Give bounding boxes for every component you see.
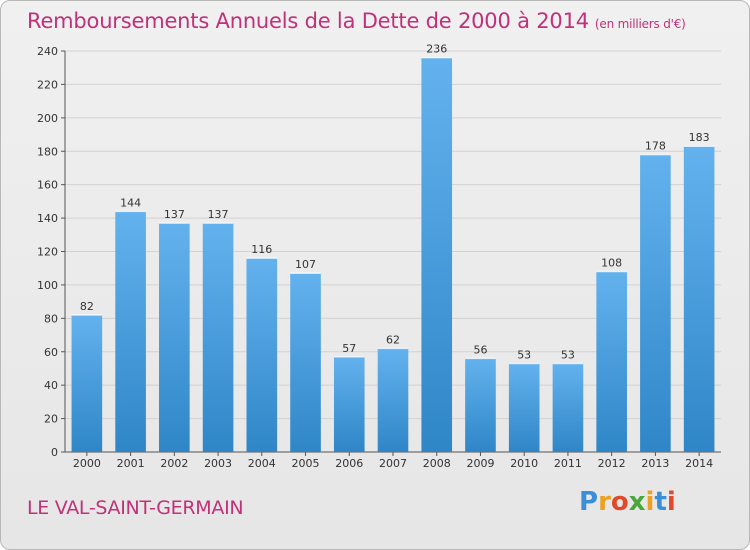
bar-2013	[640, 154, 671, 452]
bar-2001	[115, 211, 146, 452]
y-tick-label: 240	[37, 45, 58, 58]
bar-value-label: 56	[473, 343, 487, 356]
x-tick-label: 2011	[554, 457, 582, 470]
x-tick-label: 2000	[73, 457, 101, 470]
bar-value-label: 236	[426, 43, 447, 56]
bar-value-label: 183	[689, 131, 710, 144]
bar-2010	[508, 363, 540, 452]
y-tick-label: 20	[44, 413, 58, 426]
bar-2007	[377, 348, 409, 452]
logo-letter: i	[645, 487, 655, 517]
bar-2003	[202, 223, 234, 452]
bar-2011	[552, 363, 584, 452]
bar-value-label: 144	[120, 196, 141, 209]
y-tick-label: 0	[51, 446, 58, 459]
y-tick-label: 80	[44, 312, 58, 325]
chart-subtitle: (en milliers d'€)	[594, 17, 686, 31]
x-tick-label: 2007	[379, 457, 407, 470]
proxiti-logo: Proxiti	[579, 487, 676, 517]
bar-2012	[596, 271, 627, 452]
y-tick-label: 140	[37, 212, 58, 225]
x-tick-label: 2009	[466, 457, 494, 470]
x-tick-label: 2014	[685, 457, 713, 470]
bar-value-label: 53	[561, 348, 575, 361]
x-tick-label: 2003	[204, 457, 232, 470]
bar-2005	[290, 273, 321, 452]
y-tick-label: 180	[37, 145, 58, 158]
chart-title: Remboursements Annuels de la Dette de 20…	[27, 9, 686, 33]
y-tick-label: 40	[44, 379, 58, 392]
y-tick-label: 220	[37, 78, 58, 91]
bar-value-label: 107	[295, 258, 316, 271]
bar-value-label: 137	[208, 208, 229, 221]
bar-value-label: 137	[164, 208, 185, 221]
y-tick-label: 160	[37, 179, 58, 192]
bar-value-label: 108	[601, 257, 622, 270]
x-tick-label: 2001	[117, 457, 145, 470]
chart-title-text: Remboursements Annuels de la Dette de 20…	[27, 9, 589, 33]
bar-2006	[333, 356, 365, 452]
bar-2002	[159, 223, 190, 452]
bar-value-label: 116	[251, 243, 272, 256]
bar-2004	[246, 258, 278, 452]
x-tick-label: 2002	[160, 457, 188, 470]
y-tick-label: 120	[37, 246, 58, 259]
logo-letter: x	[628, 487, 646, 517]
y-tick-label: 200	[37, 112, 58, 125]
logo-letter: P	[579, 487, 599, 517]
bar-value-label: 62	[386, 333, 400, 346]
x-tick-label: 2008	[423, 457, 451, 470]
bar-2008	[421, 57, 453, 452]
y-tick-label: 60	[44, 346, 58, 359]
bar-value-label: 82	[80, 300, 94, 313]
bar-value-label: 178	[645, 140, 666, 153]
bar-value-label: 57	[342, 342, 356, 355]
bar-value-label: 53	[517, 348, 531, 361]
logo-letter: r	[598, 487, 611, 517]
x-tick-label: 2012	[598, 457, 626, 470]
bar-2000	[71, 314, 103, 452]
logo-letter: i	[666, 487, 676, 517]
x-tick-label: 2010	[510, 457, 538, 470]
x-tick-label: 2013	[641, 457, 669, 470]
commune-name: LE VAL-SAINT-GERMAIN	[27, 497, 244, 519]
x-tick-label: 2004	[248, 457, 276, 470]
x-tick-label: 2005	[292, 457, 320, 470]
bar-2009	[465, 358, 496, 452]
logo-letter: o	[610, 487, 629, 517]
x-tick-label: 2006	[335, 457, 363, 470]
logo-letter: t	[654, 487, 667, 517]
bar-2014	[683, 146, 715, 453]
y-tick-label: 100	[37, 279, 58, 292]
